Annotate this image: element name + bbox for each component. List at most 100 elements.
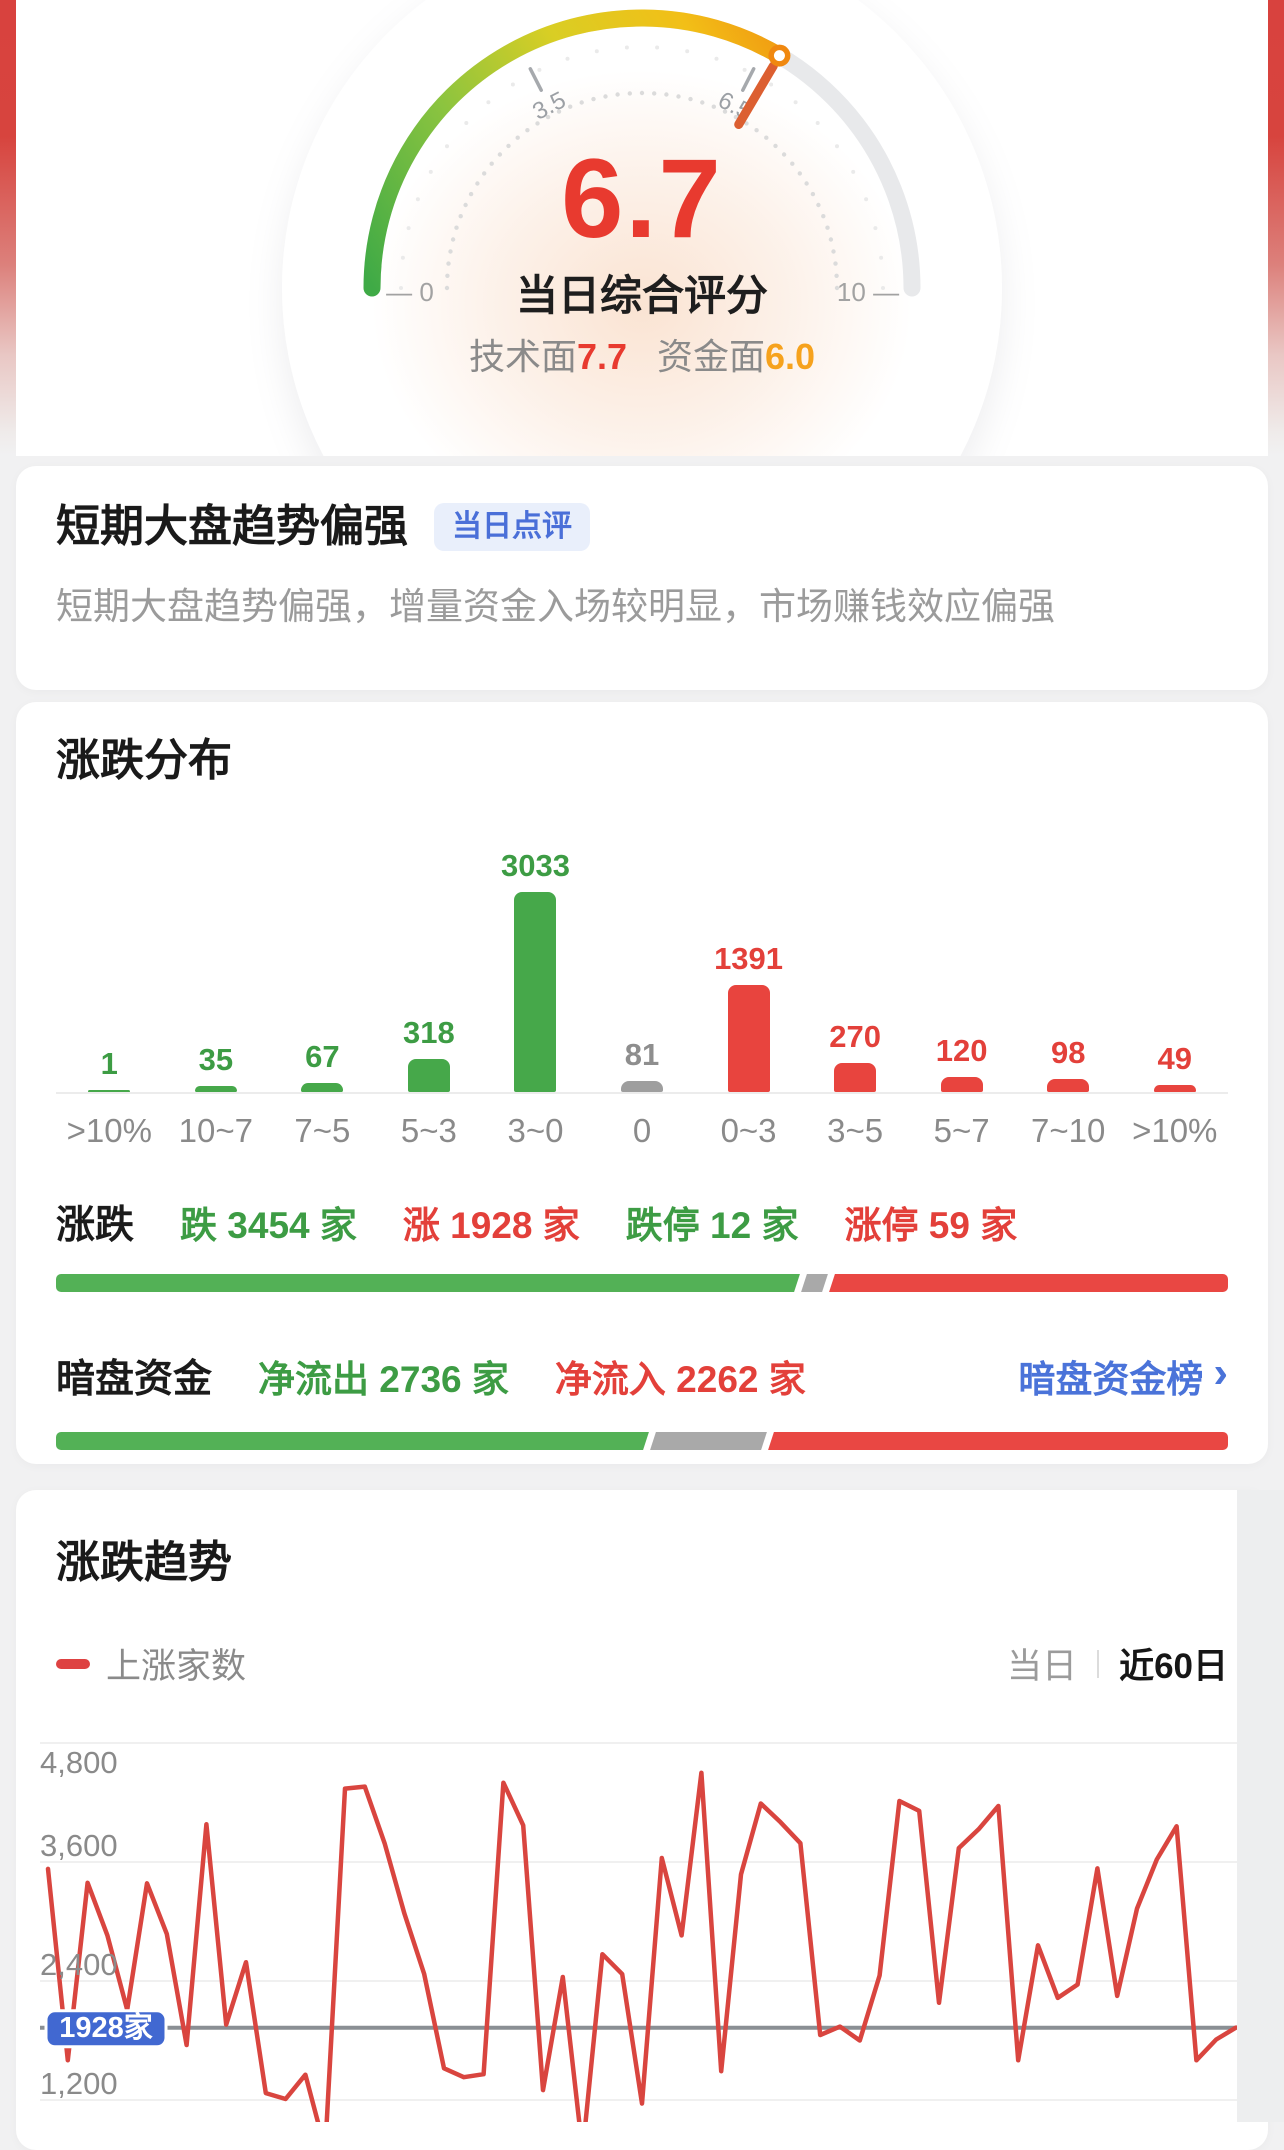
dist-bar-column: 49 >10% [1121, 832, 1228, 1152]
dist-bar-value: 49 [1157, 1040, 1192, 1076]
progress-red-segment [767, 1431, 1228, 1450]
comment-body: 短期大盘趋势偏强，增量资金入场较明显，市场赚钱效应偏强 [56, 585, 1055, 627]
dist-bar-value: 120 [935, 1032, 988, 1068]
dist-bar-category: 0 [632, 1111, 652, 1149]
darkpool-progress-bar [56, 1431, 1228, 1450]
dist-bar-category: 5~7 [933, 1111, 990, 1149]
dist-bar-value: 98 [1050, 1034, 1086, 1070]
dist-bar [834, 1062, 877, 1092]
gauge-major-tick [741, 67, 756, 92]
gauge-needle [734, 61, 778, 129]
dist-bar-category: 10~7 [178, 1111, 253, 1149]
y-axis-label: 3,600 [40, 1828, 118, 1863]
dist-bar-column: 318 5~3 [376, 832, 483, 1152]
current-value-badge [44, 2009, 168, 2049]
dist-bar-category: 0~3 [720, 1111, 777, 1149]
dist-bar-category: 3~0 [507, 1111, 564, 1149]
dist-bar-column: 67 7~5 [269, 832, 376, 1152]
right-edge-red-strip [1268, 0, 1284, 455]
dist-bar [301, 1082, 344, 1092]
dist-bar [727, 984, 770, 1092]
dist-bar-column: 1 >10% [56, 832, 163, 1152]
capital-score-label: 资金面 [657, 336, 766, 377]
score-gauge-section: 3.5 6.5— 0 10 — 6.7 当日综合评分 技术面7.7 资金面6.0 [16, 0, 1268, 456]
gauge-tick-label: 3.5 [528, 86, 570, 125]
dist-bar-value: 35 [198, 1041, 234, 1077]
dist-bar-value: 67 [305, 1038, 340, 1074]
updown-item: 跌停 12 家 [625, 1204, 799, 1246]
dist-bar-column: 98 7~10 [1015, 832, 1122, 1152]
gauge-dial: 3.5 6.5— 0 10 — [363, 9, 921, 307]
rise-fall-distribution-card: 涨跌分布 1 >10% 35 10~7 67 7~5 318 5~3 3033 3~0 81 0 139… [16, 702, 1268, 1464]
darkpool-stats-row: 暗盘资金 净流出 2736 家 净流入 2262 家 暗盘资金榜 › [56, 1348, 1228, 1404]
trend-line [45, 1770, 1239, 2122]
dist-bar-value: 1391 [714, 940, 784, 976]
trend-legend-row: 上涨家数 当日 近60日 [16, 1641, 1268, 1687]
gauge-progress-arc [363, 9, 788, 297]
dist-bar-category: >10% [66, 1111, 152, 1149]
current-value-badge-text: 1928家 [59, 2010, 153, 2044]
updown-item: 涨停 59 家 [844, 1204, 1018, 1246]
daily-comment-badge: 当日点评 [434, 503, 590, 552]
dist-bar-category: 7~5 [294, 1111, 351, 1149]
trend-title: 涨跌趋势 [56, 1538, 232, 1587]
comment-title: 短期大盘趋势偏强 [56, 502, 408, 551]
sub-scores: 技术面7.7 资金面6.0 [16, 328, 1268, 380]
distribution-bar-chart: 1 >10% 35 10~7 67 7~5 318 5~3 3033 3~0 81 0 1391 0~3 2… [56, 832, 1228, 1152]
capital-score-value: 6.0 [765, 336, 816, 377]
dist-bar-column: 120 5~7 [908, 832, 1015, 1152]
dist-bar [407, 1058, 450, 1092]
trend-range-tabs: 当日 近60日 [1007, 1638, 1228, 1689]
dist-bar-column: 81 0 [589, 832, 696, 1152]
darkpool-link-label: 暗盘资金榜 [1018, 1358, 1204, 1400]
gauge-min-label: — 0 [386, 277, 434, 307]
dist-bar-column: 1391 0~3 [695, 832, 802, 1152]
updown-progress-bar [56, 1273, 1228, 1292]
dist-bar-category: 7~10 [1031, 1111, 1106, 1149]
bar-baseline [56, 1091, 1228, 1094]
dist-bar-column: 35 10~7 [163, 832, 270, 1152]
progress-green-segment [56, 1273, 800, 1292]
next-chart-peek [1237, 1490, 1284, 2122]
dist-bar-value: 270 [829, 1018, 881, 1054]
technical-score-value: 7.7 [576, 336, 627, 377]
darkpool-item: 净流出 2736 家 [258, 1358, 509, 1400]
dist-bar-value: 1 [100, 1045, 118, 1081]
dist-bar-column: 3033 3~0 [482, 832, 589, 1152]
darkpool-label: 暗盘资金 [56, 1357, 213, 1401]
progress-gray-segment [649, 1431, 767, 1450]
gauge-peach-glow [372, 70, 912, 456]
tab-60days[interactable]: 近60日 [1119, 1647, 1228, 1687]
dist-bar-value: 3033 [500, 847, 570, 883]
dist-bar-category: 3~5 [827, 1111, 884, 1149]
darkpool-ranking-link[interactable]: 暗盘资金榜 › [1018, 1349, 1228, 1403]
technical-score-label: 技术面 [468, 336, 577, 377]
updown-stats-row: 涨跌 跌 3454 家 涨 1928 家 跌停 12 家 涨停 59 家 [56, 1194, 1228, 1250]
tab-today[interactable]: 当日 [1007, 1647, 1078, 1687]
dist-bar [621, 1080, 663, 1092]
progress-red-segment [828, 1273, 1228, 1292]
dist-bar-category: >10% [1132, 1111, 1218, 1149]
composite-score-value: 6.7 [561, 136, 723, 261]
tab-divider [1097, 1649, 1100, 1678]
dist-bar-category: 5~3 [400, 1111, 457, 1149]
dist-bar-value: 81 [624, 1036, 660, 1072]
gauge-major-tick [528, 67, 543, 92]
composite-score-title: 当日综合评分 [515, 272, 768, 319]
left-edge-red-strip [0, 0, 16, 455]
dist-bar-value: 318 [403, 1014, 455, 1050]
updown-label: 涨跌 [56, 1203, 135, 1247]
rise-fall-trend-card: 涨跌趋势 上涨家数 当日 近60日 4,800 3,600 2,400 1,200 19… [16, 1490, 1268, 2150]
dist-bar [1153, 1084, 1196, 1092]
updown-item: 跌 3454 家 [180, 1204, 357, 1246]
dist-bar [514, 891, 557, 1092]
dist-bar [1047, 1078, 1090, 1092]
legend-line-swatch [56, 1658, 90, 1669]
trend-line-chart: 4,800 3,600 2,400 1,200 1928家 [40, 1742, 1239, 2122]
progress-gray-segment [800, 1273, 828, 1292]
gauge-max-label: 10 — [837, 277, 899, 307]
legend-label: 上涨家数 [106, 1647, 247, 1687]
distribution-title: 涨跌分布 [56, 736, 232, 785]
y-axis-label: 2,400 [40, 1947, 118, 1982]
y-axis-label: 1,200 [40, 2066, 118, 2101]
